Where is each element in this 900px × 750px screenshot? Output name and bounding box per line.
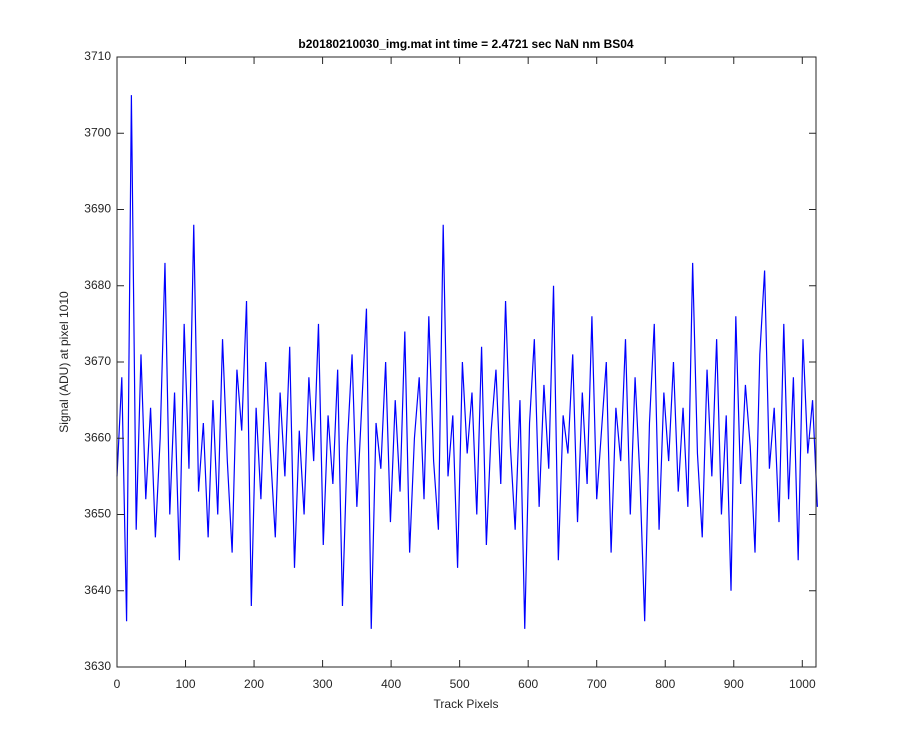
x-tick-label: 0 bbox=[114, 677, 121, 691]
y-tick-label: 3650 bbox=[84, 507, 111, 521]
x-tick-label: 900 bbox=[724, 677, 744, 691]
y-tick-label: 3700 bbox=[84, 125, 111, 139]
x-tick-label: 500 bbox=[450, 677, 470, 691]
y-tick-label: 3670 bbox=[84, 354, 111, 368]
y-tick-label: 3680 bbox=[84, 278, 111, 292]
x-tick-label: 700 bbox=[587, 677, 607, 691]
y-axis-label: Signal (ADU) at pixel 1010 bbox=[57, 291, 71, 433]
y-tick-label: 3710 bbox=[84, 49, 111, 63]
x-tick-label: 400 bbox=[381, 677, 401, 691]
y-tick-label: 3630 bbox=[84, 659, 111, 673]
data-line bbox=[116, 95, 818, 629]
x-tick-label: 800 bbox=[655, 677, 675, 691]
y-tick-label: 3660 bbox=[84, 430, 111, 444]
chart-title: b20180210030_img.mat int time = 2.4721 s… bbox=[298, 37, 634, 51]
y-tick-label: 3640 bbox=[84, 583, 111, 597]
x-tick-label: 1000 bbox=[789, 677, 816, 691]
x-tick-label: 100 bbox=[176, 677, 196, 691]
y-tick-label: 3690 bbox=[84, 202, 111, 216]
x-tick-label: 200 bbox=[244, 677, 264, 691]
x-tick-label: 300 bbox=[313, 677, 333, 691]
x-tick-label: 600 bbox=[518, 677, 538, 691]
x-axis-label: Track Pixels bbox=[434, 697, 499, 711]
